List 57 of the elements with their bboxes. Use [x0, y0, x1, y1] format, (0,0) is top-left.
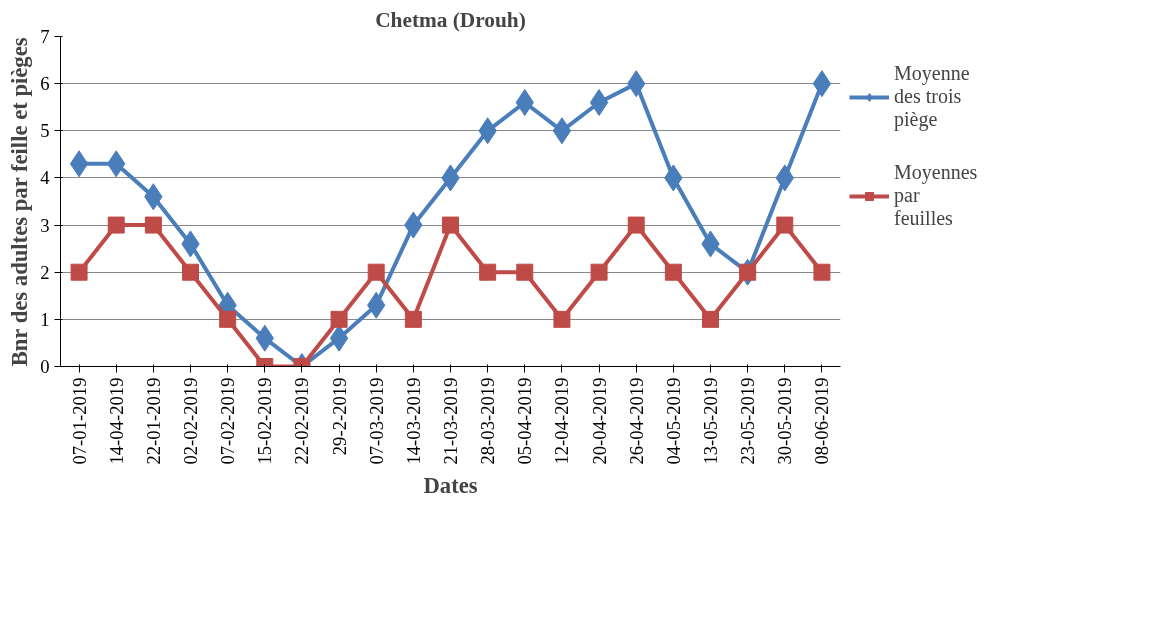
point: [589, 89, 609, 116]
y-tick-label: 4: [40, 167, 51, 189]
point: [516, 263, 534, 281]
y-tick-label: 2: [40, 261, 50, 283]
x-tick-label: 30-05-2019: [774, 377, 796, 465]
x-tick-label: 07-03-2019: [365, 377, 387, 465]
legend-label: Moyenne des trois piège: [894, 62, 970, 131]
point: [479, 263, 497, 281]
point: [776, 216, 794, 234]
point: [515, 89, 534, 116]
x-tick-label: 05-04-2019: [514, 377, 536, 465]
x-tick-label: 28-03-2019: [477, 377, 499, 465]
point: [70, 263, 88, 281]
chart-title: Chetma (Drouh): [375, 7, 526, 32]
point: [442, 216, 459, 234]
x-tick-label: 14-04-2019: [105, 377, 127, 465]
y-tick-label: 3: [40, 214, 50, 236]
y-tick-label: 5: [40, 120, 50, 142]
y-tick-label: 6: [40, 73, 50, 95]
point: [219, 310, 237, 328]
point: [664, 263, 682, 281]
x-tick-label: 14-03-2019: [402, 377, 424, 465]
y-tick-label: 1: [40, 308, 50, 330]
y-axis-title: Bnr des adultes par feille et pièges: [7, 37, 33, 367]
y-tick-label: 0: [40, 356, 50, 377]
x-tick-label: 29-2-2019: [328, 377, 350, 456]
x-tick-label: 02-02-2019: [180, 377, 201, 465]
point: [69, 150, 89, 178]
x-tick-label: 07-02-2019: [217, 377, 239, 465]
x-tick-label: 22-01-2019: [142, 377, 164, 465]
point: [702, 310, 719, 328]
point: [552, 117, 572, 145]
point: [107, 216, 125, 234]
x-tick-label: 04-05-2019: [662, 377, 684, 465]
x-tick-label: 26-04-2019: [625, 377, 647, 465]
x-tick-label: 21-03-2019: [440, 377, 461, 465]
point: [627, 216, 645, 234]
point: [330, 310, 348, 328]
point: [404, 310, 422, 328]
y-tick-label: 7: [40, 26, 50, 47]
x-tick-label: 22-02-2019: [291, 377, 313, 465]
legend-label: Moyennes par feuilles: [894, 161, 978, 230]
point: [813, 263, 831, 281]
point: [812, 70, 832, 98]
point: [182, 263, 199, 281]
point: [553, 310, 571, 328]
x-tick-label: 20-04-2019: [588, 377, 610, 465]
x-tick-label: 08-06-2019: [811, 377, 833, 465]
point: [144, 216, 162, 234]
x-tick-label: 15-02-2019: [254, 377, 276, 465]
x-tick-label: 07-01-2019: [68, 377, 90, 465]
x-axis-title: Dates: [423, 472, 478, 498]
x-tick-label: 12-04-2019: [551, 377, 573, 465]
point: [590, 263, 608, 281]
point: [367, 263, 385, 281]
x-tick-label: 13-05-2019: [700, 377, 721, 465]
x-tick-label: 23-05-2019: [737, 377, 759, 465]
